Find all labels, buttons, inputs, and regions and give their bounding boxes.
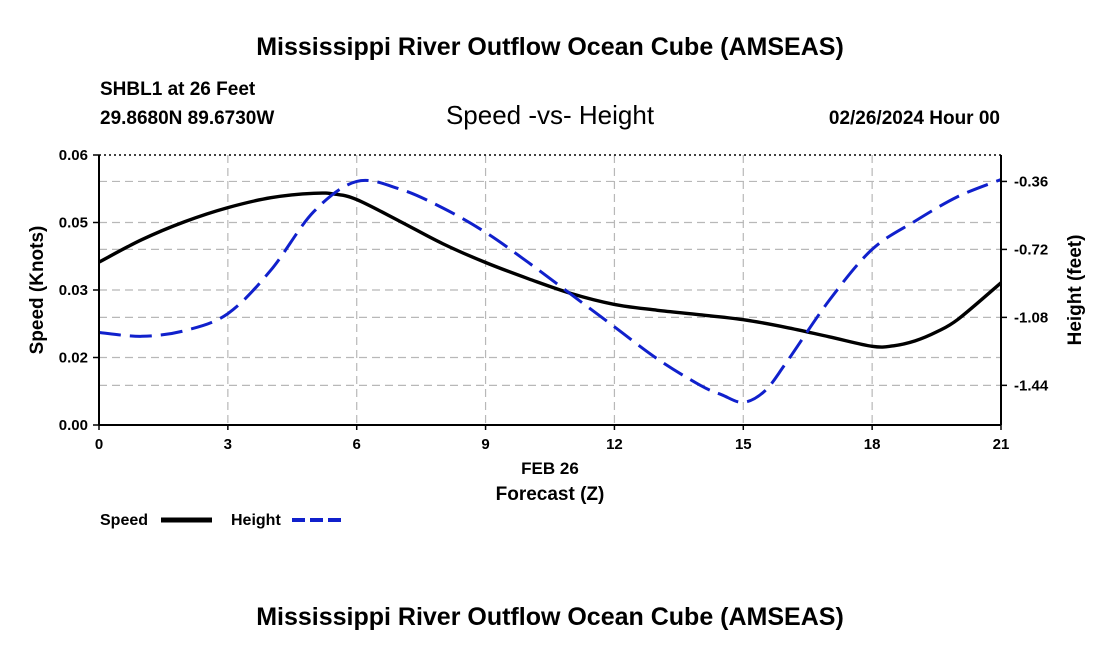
legend-speed-label: Speed	[100, 512, 148, 529]
station-label: SHBL1 at 26 Feet	[100, 79, 256, 100]
plot-frame	[98, 154, 1002, 426]
y-left-tick-label: 0.02	[59, 350, 88, 367]
grid-lines	[99, 155, 1001, 425]
y-left-tick-label: 0.05	[59, 215, 88, 232]
x-axis-label: Forecast (Z)	[496, 484, 605, 505]
y-left-tick-label: 0.03	[59, 282, 88, 299]
x-tick-label: 15	[735, 436, 752, 453]
legend-height-label: Height	[231, 512, 281, 529]
axis-ticks: 0 3 6 9 12 15 18 21 0.00 0.02 0.03 0.05 0.06 -0.36 -0.…	[59, 147, 1049, 453]
x-tick-label: 21	[993, 436, 1010, 453]
y-right-tick-label: -1.08	[1014, 309, 1048, 326]
chart-subtitle: Speed -vs- Height	[446, 100, 655, 130]
series-line-height	[98, 178, 1002, 404]
y-right-tick-label: -1.44	[1014, 377, 1049, 394]
y-right-tick-label: -0.36	[1014, 173, 1048, 190]
x-tick-label: 0	[95, 436, 103, 453]
y-axis-right-label: Height (feet)	[1065, 235, 1086, 346]
y-right-tick-label: -0.72	[1014, 241, 1048, 258]
legend: Speed Height	[100, 512, 342, 529]
x-tick-label: 3	[224, 436, 232, 453]
x-axis-date-label: FEB 26	[521, 459, 579, 478]
y-axis-left-label: Speed (Knots)	[27, 226, 48, 355]
footer-title: Mississippi River Outflow Ocean Cube (AM…	[256, 603, 844, 631]
x-tick-label: 9	[481, 436, 489, 453]
forecast-date: 02/26/2024 Hour 00	[829, 108, 1000, 129]
chart-title: Mississippi River Outflow Ocean Cube (AM…	[256, 33, 844, 61]
y-left-tick-label: 0.06	[59, 147, 88, 164]
x-tick-label: 18	[864, 436, 881, 453]
series-lines	[98, 178, 1003, 404]
x-tick-label: 12	[606, 436, 623, 453]
x-tick-label: 6	[353, 436, 361, 453]
y-left-tick-label: 0.00	[59, 417, 88, 434]
location-label: 29.8680N 89.6730W	[100, 108, 274, 129]
